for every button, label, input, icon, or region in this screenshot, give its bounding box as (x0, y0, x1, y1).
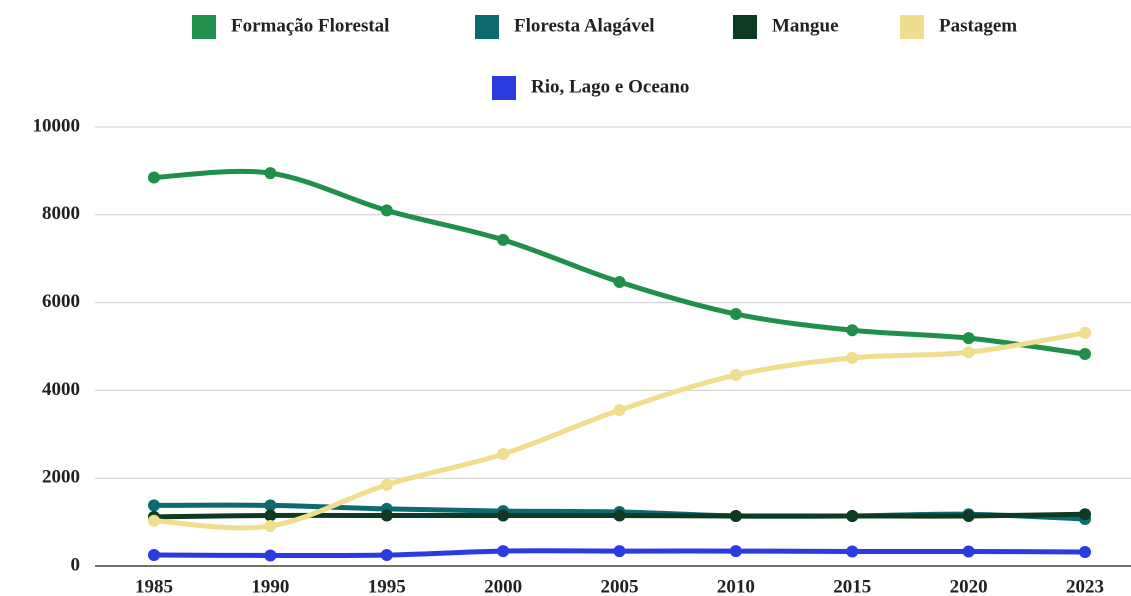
series-point (497, 448, 510, 461)
x-tick-label: 1990 (251, 576, 289, 596)
series-point (1079, 545, 1091, 558)
series-point (962, 545, 975, 558)
series-point (729, 308, 742, 321)
legend-label: Rio, Lago e Oceano (531, 76, 689, 97)
series-point (613, 275, 626, 288)
legend-swatch (733, 15, 757, 39)
series-point (1079, 326, 1091, 339)
x-tick-label: 2015 (833, 576, 871, 596)
series-point (613, 509, 626, 522)
legend-swatch (900, 15, 924, 39)
series-point (846, 351, 859, 364)
x-tick-label: 2020 (950, 576, 988, 596)
series-point (1079, 347, 1091, 360)
x-tick-label: 1995 (368, 576, 406, 596)
series-point (729, 509, 742, 522)
legend-label: Mangue (772, 15, 839, 36)
series-point (1079, 508, 1091, 521)
series-line (151, 168, 1088, 357)
legend-label: Formação Florestal (231, 15, 389, 36)
legend-label: Pastagem (939, 15, 1017, 36)
series-point (380, 549, 393, 562)
legend-swatch (492, 76, 516, 100)
x-tick-label: 2023 (1066, 576, 1104, 596)
series-point (148, 499, 160, 512)
y-tick-label: 8000 (42, 203, 80, 224)
series-point (264, 509, 277, 522)
series-point (846, 509, 859, 522)
x-tick-label: 1985 (135, 576, 173, 596)
series-point (962, 509, 975, 522)
series-line (151, 330, 1088, 531)
series-point (497, 545, 510, 558)
series-point (613, 404, 626, 417)
legend-swatch (192, 15, 216, 39)
y-tick-label: 6000 (42, 291, 80, 312)
legend-swatch (475, 15, 499, 39)
series-point (846, 324, 859, 337)
series-point (148, 549, 160, 562)
series-point (380, 204, 393, 217)
series-point (497, 233, 510, 246)
series-point (148, 514, 160, 527)
y-tick-label: 0 (71, 554, 81, 575)
series-point (264, 167, 277, 180)
series-point (264, 499, 277, 512)
series-point (148, 171, 160, 184)
y-tick-label: 4000 (42, 379, 80, 400)
x-tick-label: 2000 (484, 576, 522, 596)
x-tick-label: 2010 (717, 576, 755, 596)
series-point (729, 545, 742, 558)
series-point (729, 369, 742, 382)
y-tick-label: 2000 (42, 467, 80, 488)
x-tick-label: 2005 (601, 576, 639, 596)
series-point (264, 549, 277, 562)
series-point (380, 509, 393, 522)
series-point (264, 520, 277, 533)
series-point (962, 332, 975, 345)
series-point (497, 509, 510, 522)
series-point (962, 346, 975, 359)
y-tick-label: 10000 (33, 115, 81, 136)
series-point (380, 478, 393, 491)
series-point (846, 545, 859, 558)
legend-label: Floresta Alagável (514, 15, 655, 36)
series-point (613, 545, 626, 558)
